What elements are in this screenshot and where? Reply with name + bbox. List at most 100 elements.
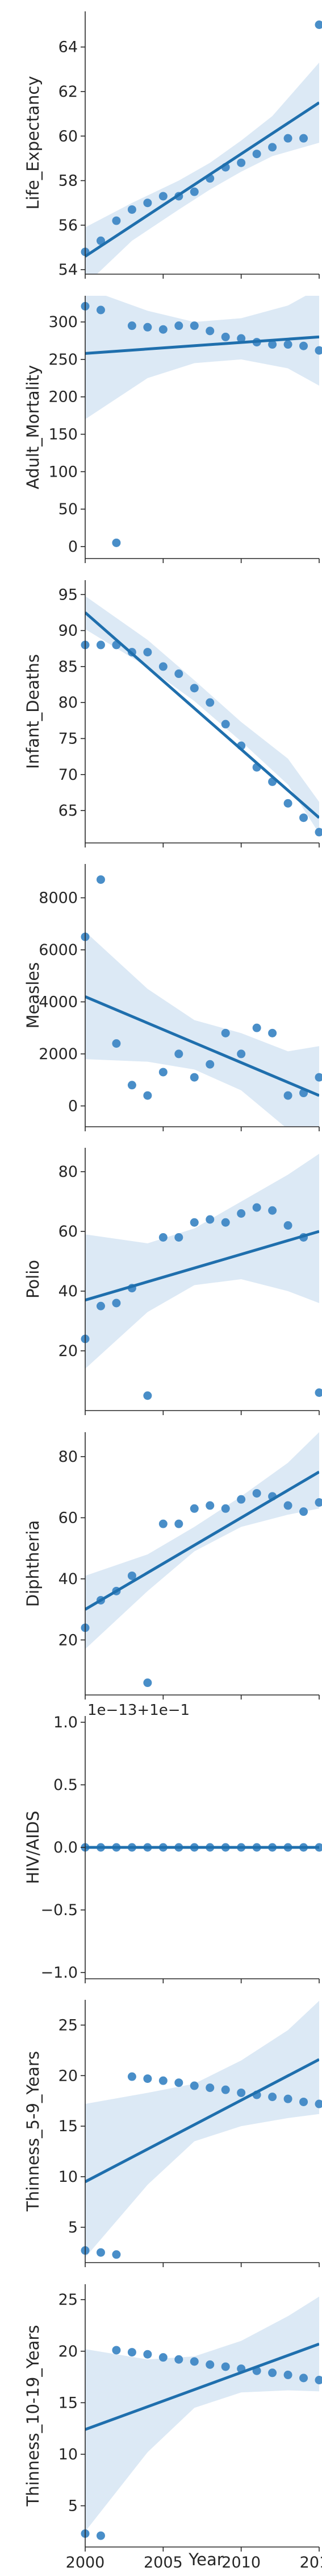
data-point xyxy=(158,192,168,201)
regression-line xyxy=(85,1470,319,1611)
data-point xyxy=(174,2078,183,2087)
y-tick-label: 60 xyxy=(58,127,78,145)
y-tick-label: 70 xyxy=(58,766,78,784)
y-tick-label: 100 xyxy=(48,463,78,481)
y-tick-label: 64 xyxy=(58,39,78,56)
data-point xyxy=(96,2531,105,2540)
y-tick-label: 62 xyxy=(58,83,78,101)
data-point xyxy=(112,538,121,547)
data-point xyxy=(174,1049,183,1058)
y-tick-label: 85 xyxy=(58,658,78,676)
data-point xyxy=(143,322,152,332)
panel-1: 54 56 58 60 62 64 Life_Expectancy xyxy=(23,11,322,279)
data-point xyxy=(127,1571,136,1580)
y-tick-label: 25 xyxy=(58,2016,78,2034)
data-point xyxy=(190,684,199,693)
data-point xyxy=(221,1028,230,1037)
confidence-band xyxy=(85,931,319,1127)
confidence-band xyxy=(85,2000,319,2258)
data-point xyxy=(283,1501,292,1510)
confidence-band xyxy=(85,1153,319,1369)
data-point xyxy=(112,1299,121,1308)
y-axis-label: Polio xyxy=(23,1260,43,1299)
data-point xyxy=(174,321,183,330)
data-point xyxy=(127,321,136,330)
data-point xyxy=(206,1501,215,1510)
data-point xyxy=(221,2362,230,2371)
panel-3: 65 70 75 80 85 90 95 Infant_Deaths xyxy=(23,580,322,847)
y-tick-label: 0.5 xyxy=(53,1776,78,1794)
data-point xyxy=(112,2346,121,2355)
y-tick-label: 50 xyxy=(58,501,78,518)
data-point xyxy=(315,1388,322,1397)
axis-offset-text: 1e−13+1e−1 xyxy=(87,1702,190,1719)
data-point xyxy=(143,648,152,657)
y-tick-label: 20 xyxy=(58,1631,78,1649)
data-point xyxy=(221,720,230,729)
data-point xyxy=(252,1488,261,1498)
y-tick-label: 8000 xyxy=(39,889,78,907)
data-point xyxy=(268,340,277,349)
data-point xyxy=(299,2374,308,2383)
y-axis-label: Life_Expectancy xyxy=(23,76,43,209)
y-tick-label: 10 xyxy=(58,2168,78,2186)
y-tick-label: 2000 xyxy=(39,1045,78,1063)
y-tick-label: 60 xyxy=(58,1223,78,1241)
data-point xyxy=(299,813,308,822)
data-point xyxy=(268,143,277,152)
data-point xyxy=(127,205,136,214)
data-point xyxy=(174,669,183,679)
data-point xyxy=(252,150,261,159)
y-tick-label: 1.0 xyxy=(53,1714,78,1731)
data-point xyxy=(143,1391,152,1400)
y-tick-label: 90 xyxy=(58,622,78,640)
y-tick-label: 0.0 xyxy=(53,1839,78,1856)
data-point xyxy=(96,640,105,650)
data-point xyxy=(206,698,215,707)
data-point xyxy=(315,346,322,355)
data-point xyxy=(283,1221,292,1230)
x-axis-label: Year xyxy=(188,2550,223,2569)
data-point xyxy=(174,1519,183,1528)
data-point xyxy=(283,2370,292,2379)
y-tick-label: 75 xyxy=(58,730,78,747)
y-tick-label: 15 xyxy=(58,2394,78,2412)
y-tick-label: 80 xyxy=(58,1448,78,1466)
data-point xyxy=(174,1233,183,1242)
data-point xyxy=(174,2355,183,2364)
panel-4: 0 2000 4000 6000 8000 Measles xyxy=(23,864,322,1131)
data-point xyxy=(252,1023,261,1032)
data-point xyxy=(127,2072,136,2081)
data-point xyxy=(206,326,215,336)
data-point xyxy=(127,1081,136,1090)
data-point xyxy=(143,2074,152,2083)
data-point xyxy=(252,1203,261,1212)
regression-line xyxy=(85,101,319,258)
y-tick-label: 150 xyxy=(48,426,78,444)
y-tick-label: 20 xyxy=(58,2343,78,2360)
data-point xyxy=(158,1068,168,1077)
panel-9: 5 10 15 20 25 2000 2005 2010 2015 Thinness_10-19_… xyxy=(23,2284,322,2571)
y-tick-label: 300 xyxy=(48,313,78,331)
regression-line xyxy=(85,2342,319,2431)
data-point xyxy=(158,325,168,334)
y-tick-label: 80 xyxy=(58,694,78,712)
y-tick-label: 40 xyxy=(58,1570,78,1588)
panel-7: −1.0 −0.5 0.0 0.5 1.0 1e−13+1e−1 HIV/AIDS xyxy=(23,1702,322,1983)
y-tick-label: 25 xyxy=(58,2291,78,2309)
regression-line xyxy=(85,611,319,819)
data-point xyxy=(299,1507,308,1516)
data-point xyxy=(237,1209,246,1218)
data-point xyxy=(96,875,105,884)
data-point xyxy=(268,2368,277,2377)
y-axis-label: Adult_Mortality xyxy=(23,365,43,490)
data-point xyxy=(283,799,292,808)
x-tick-label: 2000 xyxy=(66,2554,105,2571)
y-axis-label: Thinness_5-9_Years xyxy=(23,2051,43,2212)
regression-line xyxy=(85,1230,319,1302)
data-point xyxy=(96,305,105,315)
y-axis-label: Measles xyxy=(23,962,43,1029)
data-point xyxy=(268,1028,277,1037)
y-axis-label: HIV/AIDS xyxy=(23,1810,43,1884)
